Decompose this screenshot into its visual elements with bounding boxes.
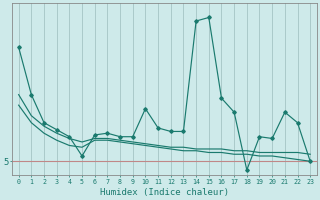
X-axis label: Humidex (Indice chaleur): Humidex (Indice chaleur) (100, 188, 229, 197)
